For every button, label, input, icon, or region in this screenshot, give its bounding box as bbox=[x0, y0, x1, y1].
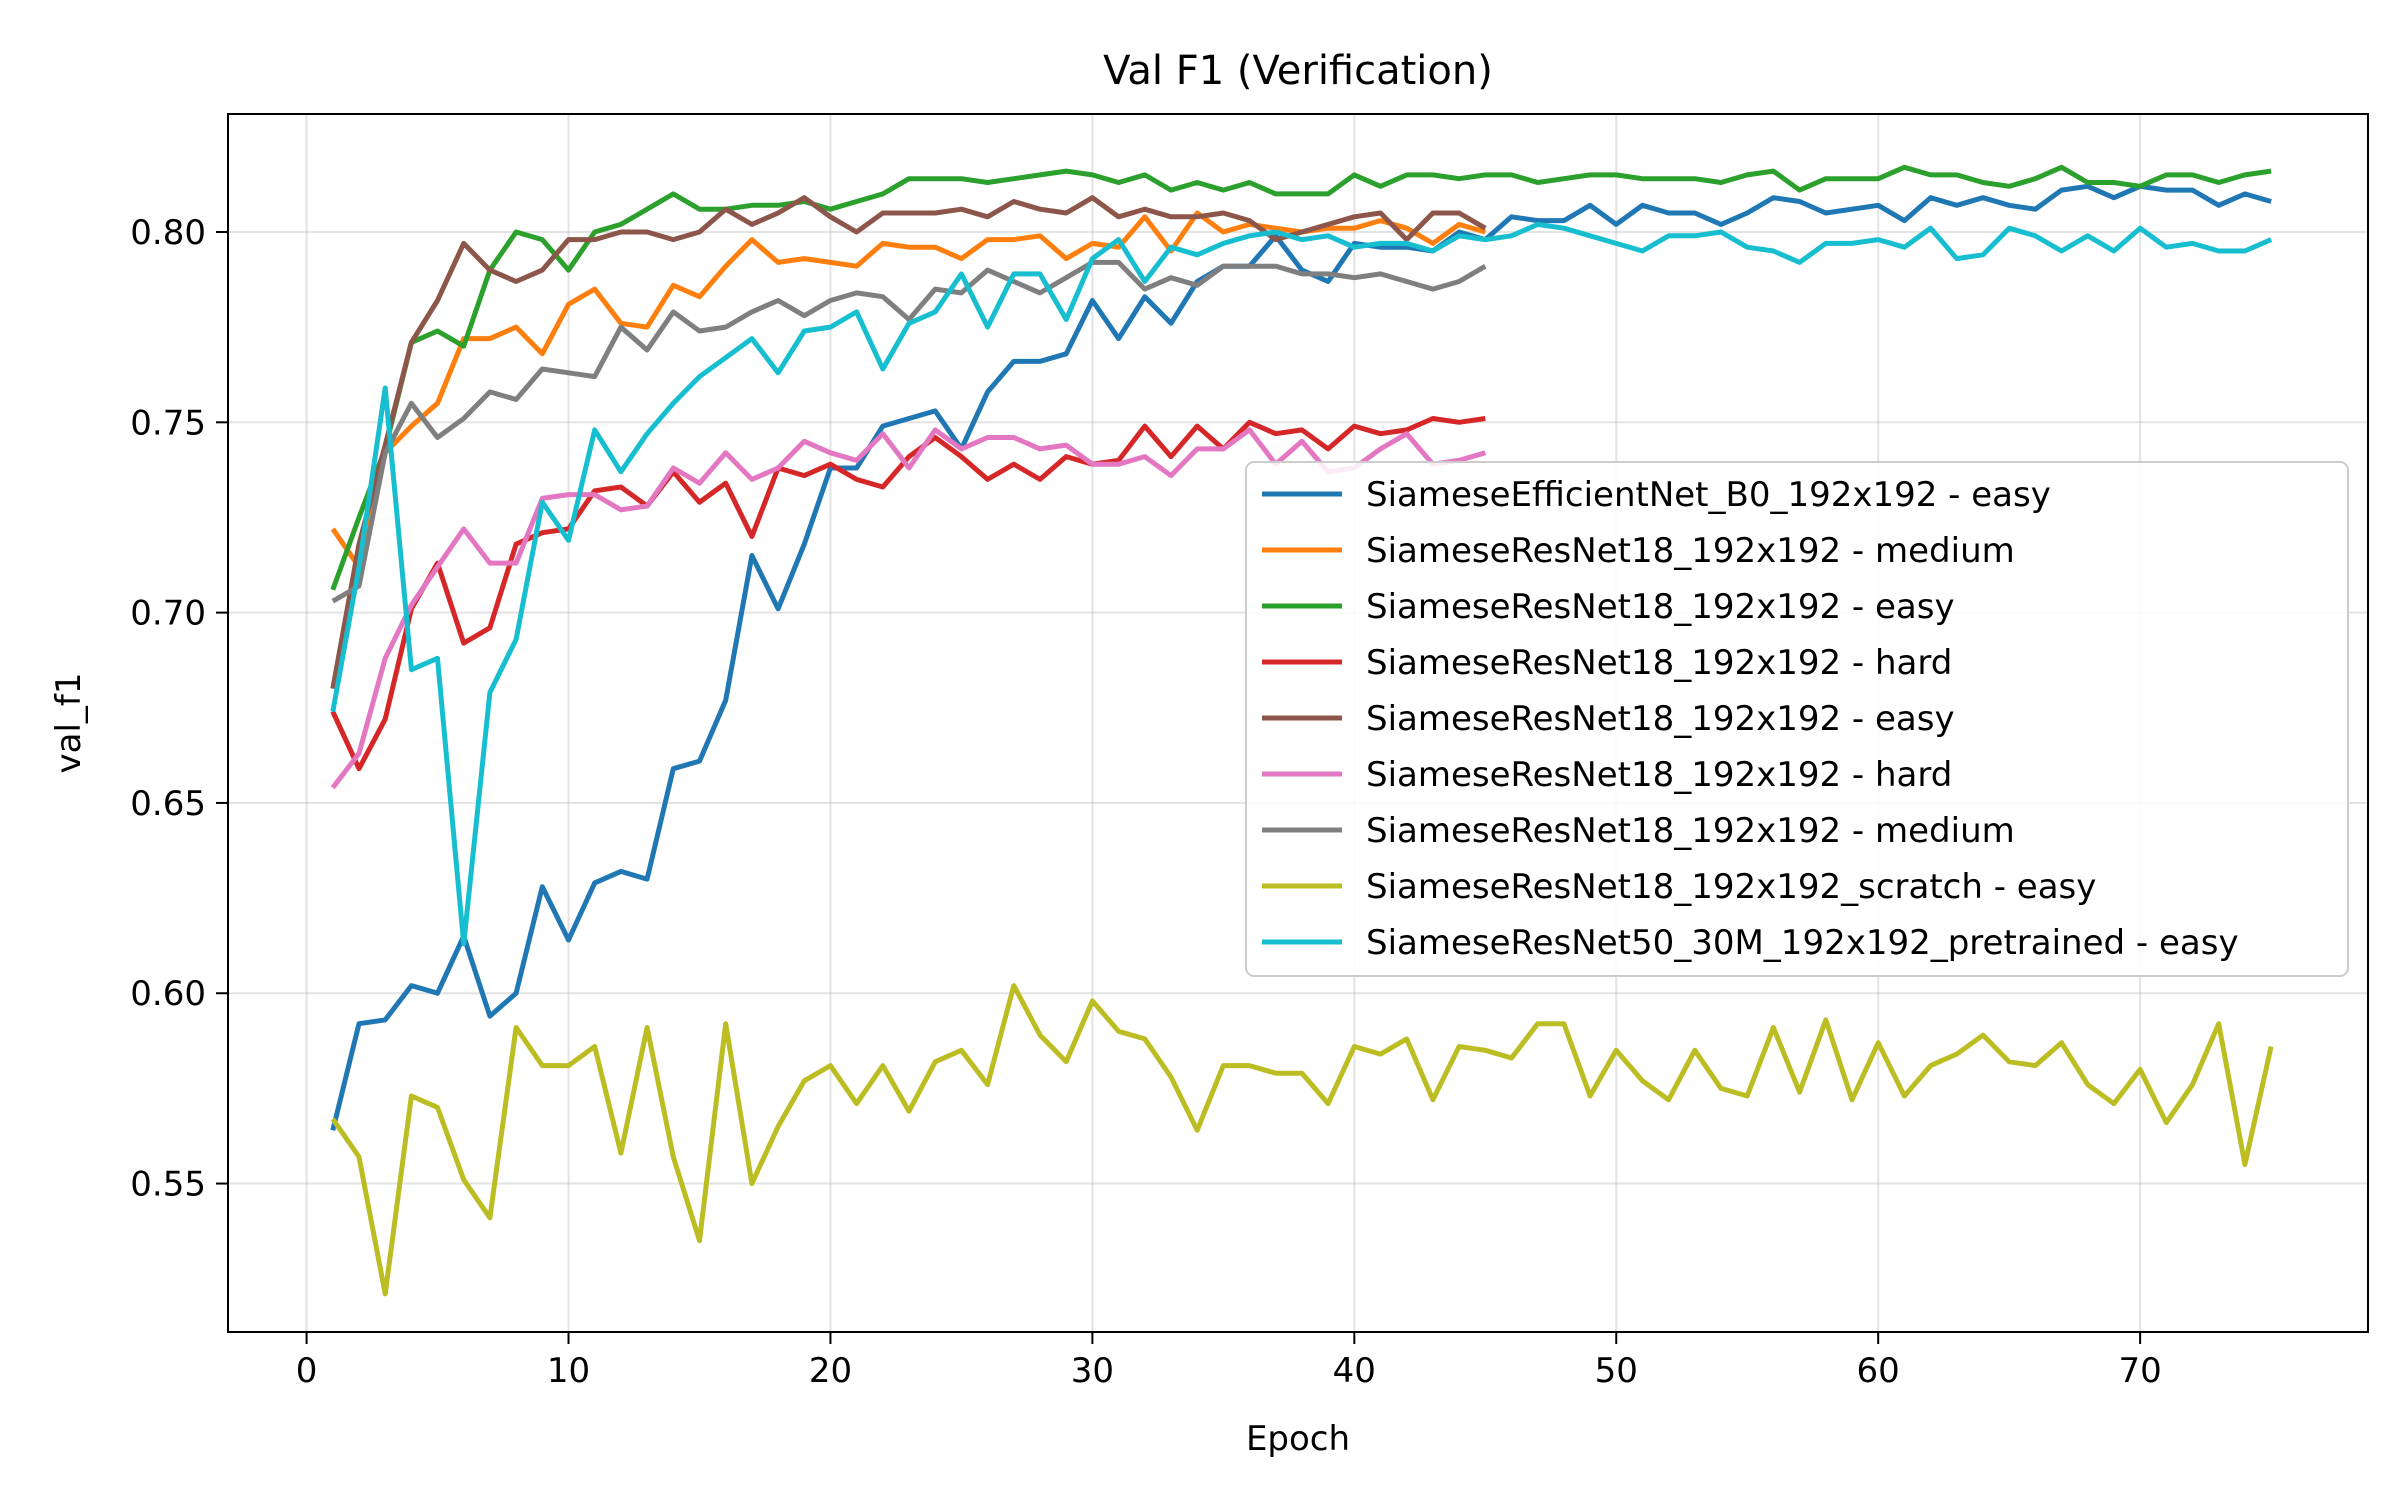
series-line-3 bbox=[330, 164, 2272, 591]
x-tick-label: 30 bbox=[1071, 1351, 1114, 1391]
x-tick-label: 20 bbox=[809, 1351, 852, 1391]
series-line-1 bbox=[330, 183, 2272, 1131]
series-line-6 bbox=[330, 427, 1486, 790]
y-tick-label: 0.75 bbox=[130, 403, 206, 443]
x-axis-label: Epoch bbox=[1246, 1419, 1350, 1459]
series-line-9 bbox=[330, 221, 2273, 947]
legend-label: SiameseResNet18_192x192_scratch - easy bbox=[1366, 867, 2096, 907]
legend-label: SiameseResNet18_192x192 - easy bbox=[1366, 699, 1955, 739]
x-tick-label: 10 bbox=[547, 1351, 590, 1391]
x-tick-label: 60 bbox=[1857, 1351, 1900, 1391]
legend-label: SiameseEfficientNet_B0_192x192 - easy bbox=[1366, 475, 2051, 515]
chart-title: Val F1 (Verification) bbox=[1103, 48, 1493, 94]
y-tick-label: 0.55 bbox=[130, 1165, 206, 1205]
y-tick-label: 0.65 bbox=[130, 784, 206, 824]
x-tick-label: 40 bbox=[1333, 1351, 1376, 1391]
legend-label: SiameseResNet18_192x192 - easy bbox=[1366, 587, 1955, 627]
legend-label: SiameseResNet18_192x192 - hard bbox=[1366, 755, 1952, 795]
x-tick-label: 70 bbox=[2118, 1351, 2161, 1391]
legend-label: SiameseResNet18_192x192 - medium bbox=[1366, 531, 2015, 571]
series-line-8 bbox=[330, 983, 2274, 1297]
legend: SiameseEfficientNet_B0_192x192 - easy Sia… bbox=[1245, 461, 2349, 977]
y-tick-label: 0.60 bbox=[130, 974, 206, 1014]
x-tick-label: 50 bbox=[1595, 1351, 1638, 1391]
series-lines bbox=[330, 164, 2274, 1297]
y-tick-label: 0.80 bbox=[130, 213, 206, 253]
plot-frame bbox=[227, 113, 2369, 1333]
y-tick-label: 0.70 bbox=[130, 594, 206, 634]
legend-label: SiameseResNet18_192x192 - hard bbox=[1366, 643, 1952, 683]
axis-ticks: 0 10 20 30 40 50 60 70 0.55 0.60 0.65 0.70 0.75 0.80 bbox=[130, 213, 2161, 1391]
series-line-7 bbox=[331, 259, 1487, 604]
x-tick-label: 0 bbox=[296, 1351, 318, 1391]
legend-label: SiameseResNet18_192x192 - medium bbox=[1366, 811, 2015, 851]
series-line-2 bbox=[330, 210, 1486, 570]
legend-box bbox=[1245, 461, 2349, 977]
y-axis-label: val_f1 bbox=[49, 672, 89, 773]
legend-label: SiameseResNet50_30M_192x192_pretrained -… bbox=[1366, 923, 2239, 963]
